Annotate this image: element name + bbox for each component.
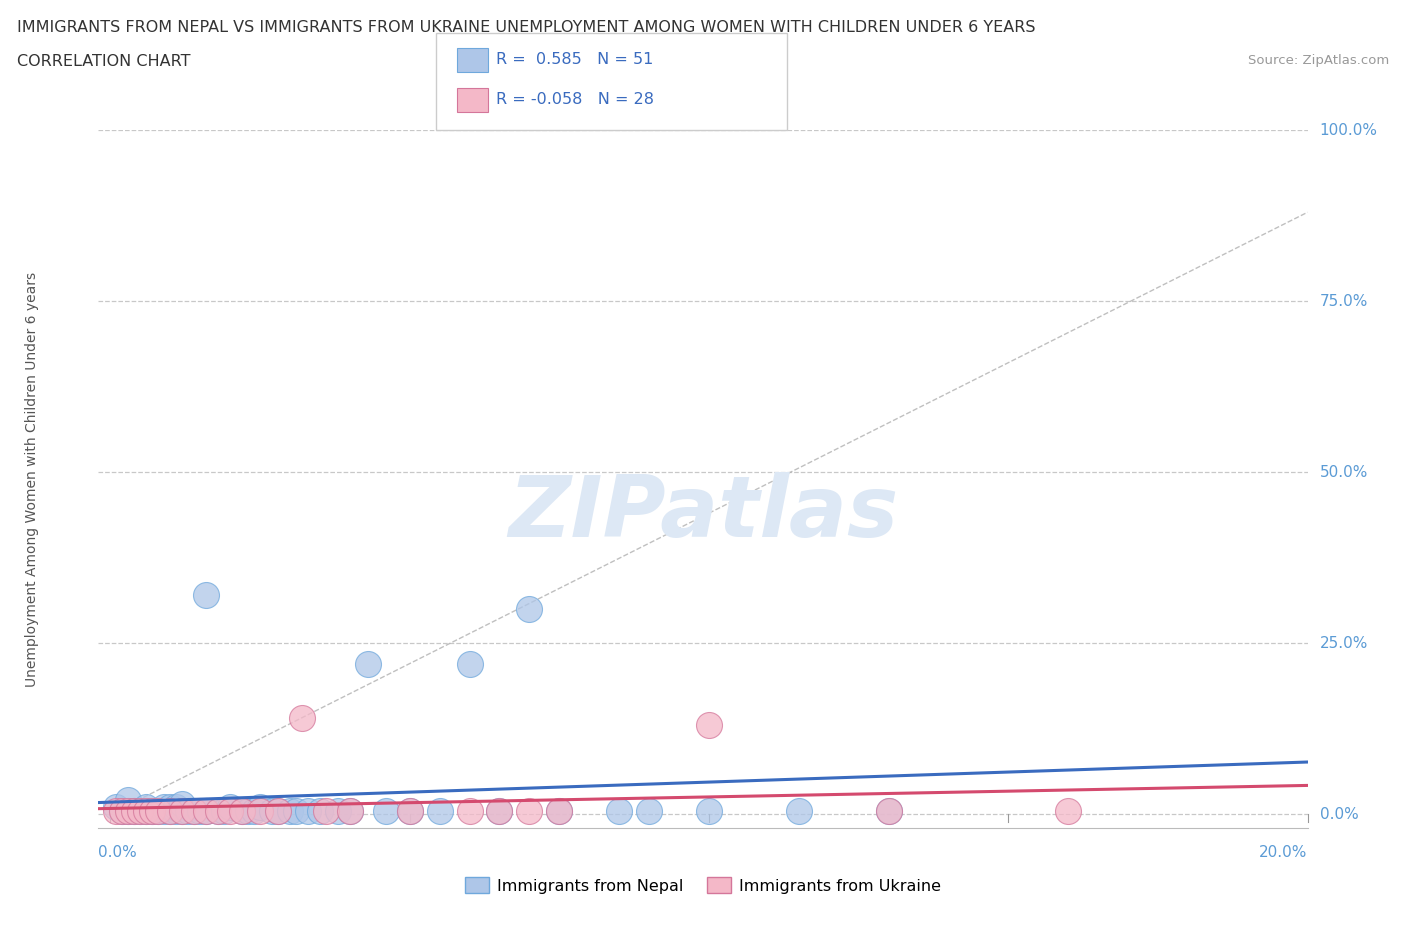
Point [339,804,361,818]
Point [124,804,146,818]
Point [105,804,128,818]
Point [519,804,541,818]
Text: 0.0%: 0.0% [1320,806,1358,821]
Point [135,804,157,818]
Text: Unemployment Among Women with Children Under 6 years: Unemployment Among Women with Children U… [25,272,39,686]
Point [135,800,157,815]
Point [159,804,181,818]
Point [260,804,283,818]
Point [188,804,211,818]
Text: R = -0.058   N = 28: R = -0.058 N = 28 [496,92,654,107]
Point [297,804,319,818]
Point [429,804,451,818]
Point [159,800,181,815]
Point [153,804,176,818]
Point [159,804,181,818]
Point [165,804,187,818]
Point [141,804,163,818]
Point [1057,804,1080,818]
Point [195,804,218,818]
Point [195,804,218,818]
Point [165,800,187,815]
Point [117,804,139,818]
Text: Source: ZipAtlas.com: Source: ZipAtlas.com [1249,54,1389,67]
Point [105,800,128,815]
Point [129,804,152,818]
Point [488,804,510,818]
Legend: Immigrants from Nepal, Immigrants from Ukraine: Immigrants from Nepal, Immigrants from U… [458,870,948,900]
Point [278,804,301,818]
Point [172,804,194,818]
Point [309,804,332,818]
Point [172,804,194,818]
Point [117,804,139,818]
Text: ZIPatlas: ZIPatlas [508,472,898,555]
Point [183,804,205,818]
Point [243,804,266,818]
Point [787,804,810,818]
Point [267,804,290,818]
Text: 20.0%: 20.0% [1260,844,1308,860]
Point [207,804,229,818]
Point [458,804,481,818]
Point [117,793,139,808]
Point [148,804,170,818]
Point [326,804,349,818]
Text: 100.0%: 100.0% [1320,123,1378,138]
Point [638,804,661,818]
Point [877,804,900,818]
Text: 50.0%: 50.0% [1320,465,1368,480]
Point [195,588,218,603]
Point [177,804,200,818]
Point [607,804,630,818]
Point [129,804,152,818]
Point [172,796,194,811]
Text: 25.0%: 25.0% [1320,635,1368,651]
Text: 0.0%: 0.0% [98,844,138,860]
Point [135,804,157,818]
Point [548,804,571,818]
Point [219,804,242,818]
Point [877,804,900,818]
Point [231,804,253,818]
Point [357,657,380,671]
Text: 75.0%: 75.0% [1320,294,1368,309]
Point [339,804,361,818]
Point [111,804,134,818]
Point [267,804,290,818]
Point [212,804,235,818]
Point [111,804,134,818]
Point [219,800,242,815]
Point [207,804,229,818]
Point [284,804,307,818]
Point [458,657,481,671]
Point [141,804,163,818]
Point [697,804,720,818]
Point [236,804,259,818]
Point [124,804,146,818]
Point [153,800,176,815]
Point [398,804,420,818]
Point [374,804,396,818]
Point [398,804,420,818]
Point [231,804,253,818]
Point [249,800,271,815]
Point [315,804,337,818]
Point [697,718,720,733]
Point [183,804,205,818]
Point [488,804,510,818]
Text: IMMIGRANTS FROM NEPAL VS IMMIGRANTS FROM UKRAINE UNEMPLOYMENT AMONG WOMEN WITH C: IMMIGRANTS FROM NEPAL VS IMMIGRANTS FROM… [17,20,1035,35]
Point [548,804,571,818]
Text: CORRELATION CHART: CORRELATION CHART [17,54,190,69]
Point [249,804,271,818]
Point [519,602,541,617]
Point [148,804,170,818]
Text: R =  0.585   N = 51: R = 0.585 N = 51 [496,52,654,67]
Point [291,711,314,725]
